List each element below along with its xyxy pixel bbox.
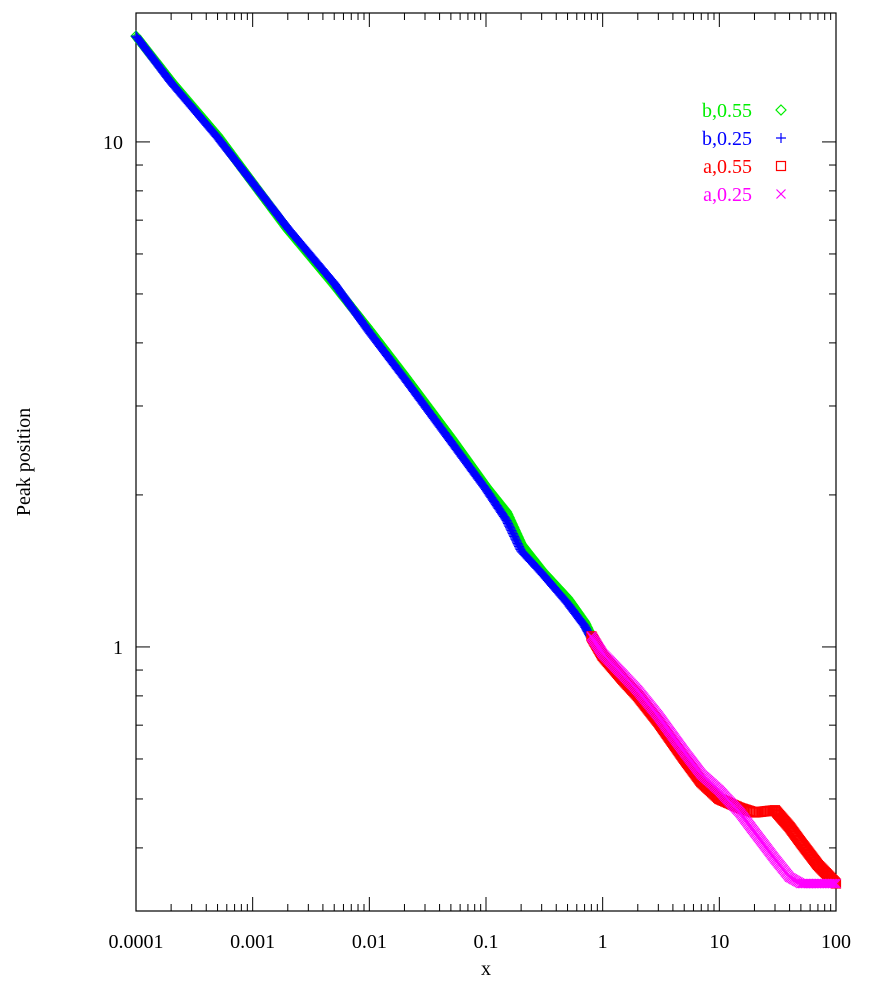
data-point bbox=[494, 504, 505, 515]
legend-label: a,0.55 bbox=[703, 156, 752, 178]
x-tick-label: 100 bbox=[821, 931, 851, 953]
plot-frame bbox=[135, 12, 837, 912]
legend-label: b,0.55 bbox=[702, 100, 752, 122]
data-point bbox=[490, 499, 501, 510]
data-point bbox=[492, 502, 503, 513]
data-point bbox=[499, 512, 510, 523]
data-point bbox=[481, 484, 491, 495]
legend-marker bbox=[775, 160, 787, 172]
y-tick-label: 10 bbox=[103, 132, 123, 154]
data-point bbox=[489, 497, 500, 508]
data-series bbox=[130, 30, 842, 889]
series-b-0-25 bbox=[131, 31, 597, 644]
legend-marker bbox=[776, 189, 786, 199]
data-point bbox=[497, 508, 508, 519]
data-point bbox=[484, 489, 495, 500]
x-tick-label: 0.1 bbox=[474, 931, 499, 953]
data-point bbox=[831, 878, 841, 889]
data-point bbox=[483, 488, 494, 499]
axis-tick-labels: 0.0001 0.001 0.01 0.1 1 10 100 1 10 bbox=[103, 132, 851, 953]
legend-marker bbox=[775, 104, 787, 116]
legend-marker bbox=[776, 133, 786, 143]
data-point bbox=[493, 503, 504, 514]
data-point bbox=[482, 487, 493, 498]
series-a-0-25 bbox=[586, 631, 841, 889]
x-tick-label: 0.01 bbox=[352, 931, 387, 953]
x-tick-label: 0.001 bbox=[230, 931, 275, 953]
legend-label: b,0.25 bbox=[702, 128, 752, 150]
data-point bbox=[487, 493, 498, 504]
x-tick-label: 1 bbox=[598, 931, 608, 953]
axis-ticks bbox=[135, 13, 837, 912]
x-axis-label: x bbox=[481, 958, 491, 980]
legend-label: a,0.25 bbox=[703, 184, 752, 206]
x-tick-label: 10 bbox=[709, 931, 729, 953]
data-point bbox=[578, 619, 589, 630]
data-point bbox=[488, 495, 499, 506]
data-point bbox=[485, 491, 496, 502]
data-point bbox=[826, 878, 836, 889]
y-axis-label: Peak position bbox=[13, 408, 35, 516]
data-point bbox=[829, 878, 840, 889]
data-point bbox=[491, 500, 502, 511]
data-point bbox=[498, 511, 509, 522]
data-point bbox=[496, 507, 507, 518]
y-tick-label: 1 bbox=[113, 637, 123, 659]
data-point bbox=[481, 485, 492, 496]
x-tick-label: 0.0001 bbox=[109, 931, 164, 953]
legend: b,0.55 b,0.25 a,0.55 a,0.25 bbox=[702, 100, 787, 206]
data-point bbox=[495, 506, 506, 517]
data-point bbox=[489, 496, 500, 507]
data-point bbox=[827, 878, 838, 889]
data-point bbox=[497, 510, 508, 521]
data-point bbox=[486, 492, 497, 503]
